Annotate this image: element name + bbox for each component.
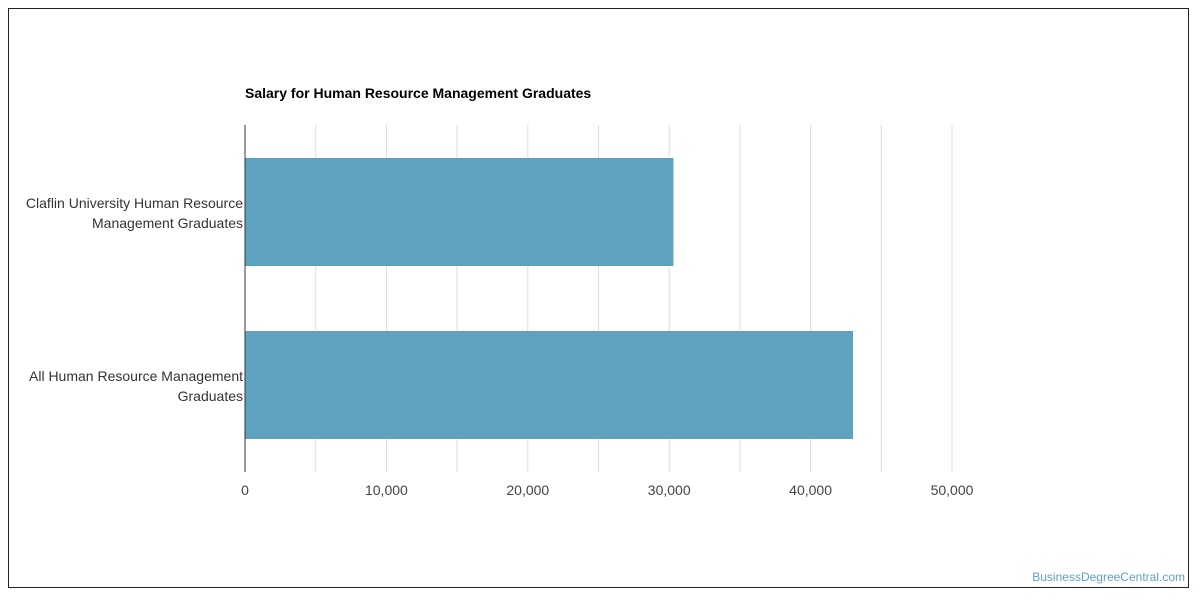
- x-tick-label: 40,000: [789, 482, 832, 498]
- x-tick-label: 30,000: [648, 482, 691, 498]
- chart-frame: [8, 8, 1189, 588]
- x-tick-label: 10,000: [365, 482, 408, 498]
- x-tick-label: 20,000: [506, 482, 549, 498]
- category-label-line: Claflin University Human Resource: [25, 195, 243, 211]
- category-label-all: All Human Resource Management Graduates: [3, 366, 243, 406]
- category-label-line: Graduates: [177, 388, 243, 404]
- category-label-claflin: Claflin University Human Resource Manage…: [3, 193, 243, 233]
- bar-0: [245, 158, 674, 266]
- x-tick-label: 50,000: [931, 482, 974, 498]
- chart-title: Salary for Human Resource Management Gra…: [245, 85, 592, 101]
- watermark-link[interactable]: BusinessDegreeCentral.com: [1032, 570, 1185, 584]
- x-tick-label: 0: [241, 482, 249, 498]
- category-label-line: All Human Resource Management: [29, 368, 243, 384]
- bar-1: [245, 331, 854, 439]
- category-label-line: Management Graduates: [92, 215, 243, 231]
